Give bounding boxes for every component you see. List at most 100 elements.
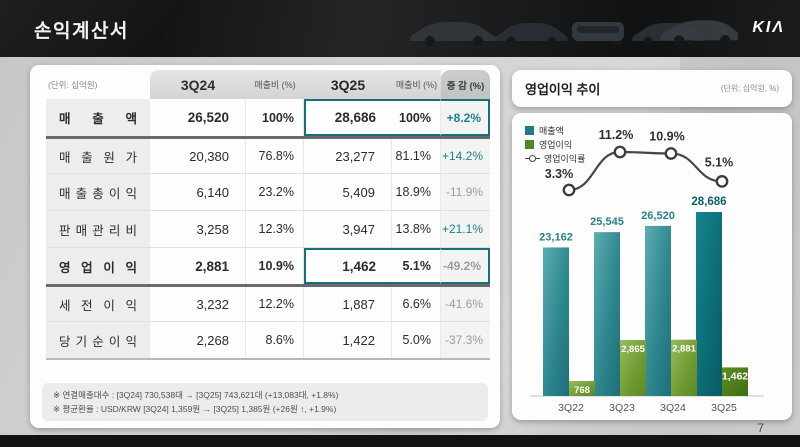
revenue-swatch-icon: [525, 125, 534, 135]
car-icon: [495, 23, 568, 46]
kia-logo: KIΛ: [752, 19, 785, 36]
value-3q25: 1,887: [304, 287, 392, 321]
table-row: 매 출 액 26,520 100% 28,686 100% +8.2%: [46, 99, 490, 136]
value-3q24: 26,520: [150, 99, 246, 136]
operating-profit-bar-label: 2,881: [672, 344, 696, 355]
legend-item-margin: 영업이익률: [525, 151, 585, 165]
legend-label: 영업이익: [539, 139, 573, 150]
value-3q25: 3,947: [304, 211, 392, 247]
row-label: 매 출 원 가: [46, 139, 150, 173]
delta-value: -49.2%: [441, 248, 490, 284]
line-marker-icon: [525, 154, 540, 163]
operating-profit-bar: [671, 339, 697, 396]
row-label: 세 전 이 익: [46, 287, 150, 321]
ratio-3q25: 6.6%: [392, 287, 441, 321]
delta-value: +14.2%: [441, 139, 490, 173]
ratio-3q25: 5.0%: [392, 322, 441, 358]
value-3q25: 1,422: [304, 322, 392, 358]
margin-point: [664, 147, 678, 160]
revenue-bar-label: 26,520: [641, 210, 675, 222]
table-row: 판 매 관 리 비 3,258 12.3% 3,947 13.8% +21.1%: [46, 210, 490, 247]
legend-label: 영업이익률: [544, 153, 586, 164]
legend-item-revenue: 매출액: [525, 123, 585, 137]
legend-item-operating-profit: 영업이익: [525, 137, 585, 151]
table-row: 영 업 이 익 2,881 10.9% 1,462 5.1% -49.2%: [46, 247, 490, 284]
x-axis-label: 3Q22: [558, 402, 584, 414]
page-title: 손익계산서: [34, 21, 129, 42]
ratio-3q25: 5.1%: [392, 248, 441, 284]
operating-profit-bar: [722, 367, 748, 396]
value-3q24: 20,380: [150, 139, 246, 173]
margin-point-label: 5.1%: [705, 155, 734, 169]
chart-legend: 매출액 영업이익 영업이익률: [525, 123, 585, 165]
margin-point: [562, 183, 576, 197]
value-3q25: 1,462: [304, 248, 392, 284]
column-header-3q24: 3Q24: [150, 70, 246, 99]
ratio-3q25: 100%: [392, 99, 441, 136]
ratio-3q25: 18.9%: [392, 174, 441, 210]
operating-profit-bar: [569, 380, 595, 396]
delta-value: -41.6%: [441, 287, 490, 321]
table-row: 당 기 순 이 익 2,268 8.6% 1,422 5.0% -37.3%: [46, 321, 490, 358]
car-icon: [660, 20, 738, 46]
table-row: 매 출 원 가 20,380 76.8% 23,277 81.1% +14.2%: [46, 136, 490, 173]
footnote-volume: ※ 연결매출대수 : [3Q24] 730,538대 → [3Q25] 743,…: [53, 390, 339, 400]
chart-unit-label: (단위: 십억원, %): [720, 84, 779, 93]
revenue-bar: [696, 212, 722, 396]
ratio-3q24: 10.9%: [246, 248, 304, 284]
delta-value: -37.3%: [441, 322, 490, 358]
car-icon: [572, 22, 624, 44]
value-3q25: 23,277: [304, 139, 392, 173]
x-axis-label: 3Q23: [609, 402, 635, 414]
operating-profit-bar-label: 1,462: [722, 370, 748, 382]
operating-profit-swatch-icon: [525, 139, 534, 149]
value-3q24: 3,258: [150, 211, 246, 247]
margin-point: [613, 145, 627, 159]
margin-point: [715, 175, 729, 188]
margin-point-label: 10.9%: [649, 130, 684, 144]
ratio-3q24: 8.6%: [246, 322, 304, 358]
slide-header: 손익계산서 KIΛ: [0, 0, 800, 57]
slide-body: (단위: 십억원) 3Q24 매출비 (%) 3Q25 매출비 (%) 증 감 …: [0, 57, 800, 441]
ratio-3q24: 23.2%: [246, 174, 304, 210]
chart-title: 영업이익 추이: [525, 82, 601, 97]
bottom-bar: [0, 435, 800, 441]
ratio-3q25: 81.1%: [392, 139, 441, 173]
row-label: 매 출 총 이 익: [46, 174, 150, 210]
value-3q24: 3,232: [150, 287, 246, 321]
operating-profit-bar-label: 2,865: [621, 344, 645, 355]
ratio-3q24: 76.8%: [246, 139, 304, 173]
column-header-delta: 증 감 (%): [441, 70, 490, 99]
table-row: 세 전 이 익 3,232 12.2% 1,887 6.6% -41.6%: [46, 284, 490, 321]
car-lineup-image: [410, 20, 738, 46]
value-3q24: 2,268: [150, 322, 246, 358]
operating-profit-bar: [620, 340, 646, 396]
value-3q24: 6,140: [150, 174, 246, 210]
ratio-3q24: 12.2%: [246, 287, 304, 321]
ratio-3q24: 12.3%: [246, 211, 304, 247]
column-header-ratio-3q24: 매출비 (%): [246, 70, 304, 99]
margin-line: [568, 150, 723, 192]
delta-value: +21.1%: [441, 211, 490, 247]
car-icon: [410, 22, 497, 46]
margin-point-label: 3.3%: [545, 167, 574, 181]
footnote-fx-rate: ※ 평균환율 : USD/KRW [3Q24] 1,359원 → [3Q25] …: [53, 404, 337, 414]
revenue-bar: [645, 225, 671, 396]
table-body: 매 출 액 26,520 100% 28,686 100% +8.2% 매 출 원 가 20,…: [46, 99, 490, 360]
ratio-3q24: 100%: [246, 99, 304, 136]
row-label: 판 매 관 리 비: [46, 211, 150, 247]
revenue-bar: [594, 232, 620, 396]
legend-label: 매출액: [539, 125, 564, 136]
revenue-bar: [543, 247, 569, 396]
income-statement-card: (단위: 십억원) 3Q24 매출비 (%) 3Q25 매출비 (%) 증 감 …: [30, 65, 500, 428]
column-header-3q25: 3Q25: [304, 70, 392, 99]
revenue-bar-label: 23,162: [539, 231, 573, 243]
value-3q25: 28,686: [304, 99, 392, 136]
delta-value: +8.2%: [441, 99, 490, 136]
x-axis-label: 3Q24: [660, 402, 686, 414]
row-label: 당 기 순 이 익: [46, 322, 150, 358]
table-header-row: (단위: 십억원) 3Q24 매출비 (%) 3Q25 매출비 (%) 증 감 …: [46, 70, 490, 99]
revenue-bar-label: 25,545: [590, 216, 624, 228]
unit-label: (단위: 십억원): [48, 79, 98, 90]
row-label: 영 업 이 익: [46, 248, 150, 284]
